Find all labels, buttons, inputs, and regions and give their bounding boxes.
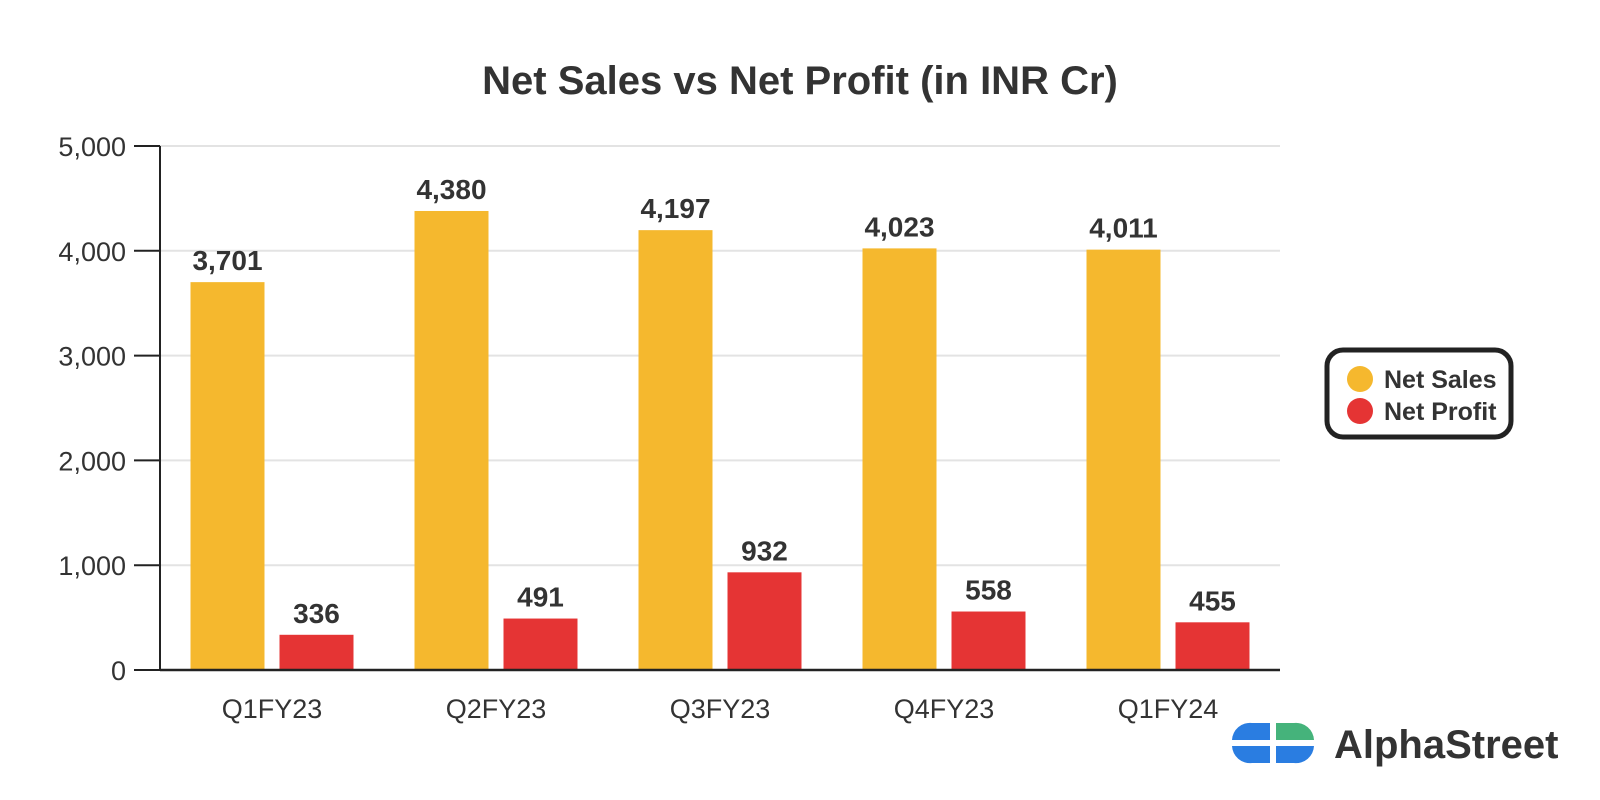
- legend: Net Sales Net Profit: [1324, 347, 1514, 440]
- brand-name: AlphaStreet: [1334, 723, 1559, 767]
- y-tick-label: 3,000: [58, 342, 126, 372]
- bar-net-sales: [1086, 249, 1161, 670]
- data-label-net-profit: 558: [965, 575, 1012, 606]
- legend-net-sales-label: Net Sales: [1384, 366, 1497, 394]
- data-label-net-profit: 455: [1189, 585, 1236, 616]
- data-label-net-sales: 4,011: [1089, 213, 1158, 244]
- y-tick-label: 0: [111, 656, 126, 686]
- bar-net-profit: [727, 572, 802, 670]
- data-label-net-sales: 4,023: [864, 211, 934, 242]
- x-tick-label: Q4FY23: [894, 694, 995, 724]
- x-tick-label: Q3FY23: [670, 694, 771, 724]
- legend-net-profit-marker: [1347, 398, 1373, 424]
- y-tick-label: 1,000: [58, 551, 126, 581]
- alphastreet-logo-icon: [1232, 722, 1314, 764]
- legend-net-sales-marker: [1347, 366, 1373, 392]
- y-tick-label: 5,000: [58, 132, 126, 162]
- chart-title: Net Sales vs Net Profit (in INR Cr): [482, 59, 1118, 103]
- bar-net-sales: [190, 282, 265, 670]
- bar-net-sales: [414, 210, 489, 670]
- data-label-net-sales: 4,197: [640, 193, 710, 224]
- x-tick-label: Q1FY23: [222, 694, 323, 724]
- alphastreet-logo: AlphaStreet: [1232, 722, 1559, 767]
- value-labels: 3,701 336 4,380 491 4,197 932 4,023 558 4,011 455: [192, 174, 1235, 629]
- x-axis-ticks: Q1FY23 Q2FY23 Q3FY23 Q4FY23 Q1FY24: [222, 694, 1219, 724]
- bar-net-profit: [279, 634, 354, 670]
- bar-net-profit: [503, 618, 578, 670]
- bar-net-profit: [951, 611, 1026, 670]
- y-tick-label: 2,000: [58, 446, 126, 476]
- x-tick-label: Q2FY23: [446, 694, 547, 724]
- y-tick-label: 4,000: [58, 237, 126, 267]
- data-label-net-sales: 3,701: [192, 245, 262, 276]
- bar-net-profit: [1175, 622, 1250, 670]
- x-tick-label: Q1FY24: [1118, 694, 1219, 724]
- y-axis-ticks: 0 1,000 2,000 3,000 4,000 5,000: [58, 132, 160, 686]
- data-label-net-profit: 932: [741, 535, 788, 566]
- bar-net-sales: [862, 248, 937, 671]
- bars: [190, 210, 1250, 671]
- data-label-net-profit: 491: [517, 582, 564, 613]
- data-label-net-sales: 4,380: [416, 174, 486, 205]
- legend-net-profit-label: Net Profit: [1384, 398, 1497, 426]
- data-label-net-profit: 336: [293, 598, 340, 629]
- bar-net-sales: [638, 230, 713, 670]
- legend-box: [1324, 347, 1514, 440]
